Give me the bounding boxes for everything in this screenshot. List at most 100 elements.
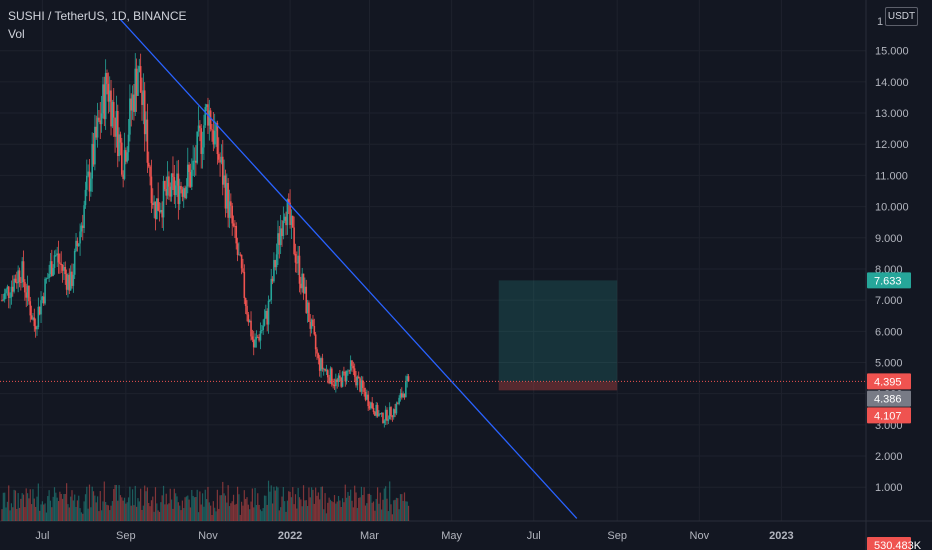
volume-bar xyxy=(282,487,284,521)
candle-body xyxy=(269,299,271,301)
volume-bar xyxy=(347,492,349,521)
candle-body xyxy=(266,310,268,325)
x-tick-label: Jul xyxy=(35,530,49,542)
volume-bar xyxy=(29,489,31,521)
candle-body xyxy=(42,296,45,304)
x-tick-label: Sep xyxy=(116,530,136,542)
candle-body xyxy=(270,278,273,300)
candle-body xyxy=(87,171,89,176)
x-tick-label: May xyxy=(441,530,462,542)
candle-body xyxy=(352,365,355,369)
candle-body xyxy=(261,330,263,332)
candle-body xyxy=(150,176,153,204)
candle-body xyxy=(395,403,398,414)
volume-bar xyxy=(344,484,346,521)
candle-body xyxy=(141,92,143,105)
candle-body xyxy=(126,152,128,162)
volume-bar xyxy=(84,494,87,521)
volume-bar xyxy=(79,508,81,521)
trendline[interactable] xyxy=(119,19,578,519)
candle-body xyxy=(309,321,312,329)
candle-body xyxy=(76,240,79,247)
volume-bar xyxy=(99,491,101,521)
candle-body xyxy=(191,169,193,187)
volume-bar xyxy=(296,508,298,521)
price-axis-label: 530.483K xyxy=(874,540,922,550)
volume-bar xyxy=(376,487,379,521)
x-tick-label: Jul xyxy=(527,530,541,542)
candle-body xyxy=(283,216,286,221)
candle-body xyxy=(279,228,282,245)
candle-body xyxy=(17,270,19,284)
x-tick-label: Nov xyxy=(690,530,710,542)
y-tick-label: 6.000 xyxy=(875,326,903,338)
volume-bar xyxy=(169,488,171,521)
volume-bar xyxy=(177,502,179,521)
stop-zone[interactable] xyxy=(498,381,618,391)
candle-body xyxy=(380,413,383,415)
candle-body xyxy=(69,271,72,291)
candle-body xyxy=(287,199,290,203)
volume-bar xyxy=(102,501,104,521)
volume-bar xyxy=(172,508,174,521)
candle-body xyxy=(387,419,390,421)
candle-body xyxy=(340,377,343,387)
candle-body xyxy=(344,371,347,382)
volume-bar xyxy=(385,486,387,521)
candle-body xyxy=(251,336,254,340)
profit-zone[interactable] xyxy=(498,280,618,382)
volume-bar xyxy=(270,485,272,521)
currency-button[interactable]: USDT xyxy=(885,7,918,26)
volume-bar xyxy=(339,500,341,521)
candle-body xyxy=(359,378,361,392)
volume-bar xyxy=(91,486,93,521)
candle-body xyxy=(242,268,244,272)
volume-bar xyxy=(47,496,49,521)
candle-body xyxy=(391,416,394,418)
volume-bar xyxy=(130,505,132,521)
volume-bar xyxy=(383,488,385,521)
volume-bar xyxy=(168,503,170,521)
candle-body xyxy=(53,255,56,268)
candle-body xyxy=(216,123,219,155)
candle-body xyxy=(36,327,38,330)
candle-body xyxy=(277,233,279,255)
candle-body xyxy=(301,273,303,289)
candle-body xyxy=(169,186,172,197)
volume-bar xyxy=(43,504,45,521)
volume-bar xyxy=(72,500,74,521)
volume-bar xyxy=(405,501,407,521)
candle-body xyxy=(6,286,9,290)
volume-bar xyxy=(319,499,321,521)
candle-body xyxy=(196,131,198,163)
x-tick-label: Mar xyxy=(360,530,379,542)
candle-body xyxy=(357,376,360,379)
volume-bar xyxy=(407,505,410,521)
candle-body xyxy=(125,150,127,162)
candle-body xyxy=(336,379,338,382)
candle-body xyxy=(10,286,13,298)
candle-body xyxy=(348,370,351,372)
volume-bar xyxy=(192,495,194,521)
volume-bar xyxy=(154,487,157,521)
candle-body xyxy=(265,310,267,319)
candle-body xyxy=(192,160,194,170)
candle-body xyxy=(98,117,100,121)
volume-bar xyxy=(294,494,297,521)
volume-bar xyxy=(204,489,206,521)
candle-body xyxy=(41,296,44,301)
volume-bar xyxy=(292,487,294,521)
volume-bar xyxy=(301,506,303,521)
volume-bar xyxy=(185,496,188,521)
volume-bar xyxy=(254,488,256,521)
candle-body xyxy=(378,413,380,417)
volume-bar xyxy=(245,498,247,521)
candle-body xyxy=(88,171,91,192)
volume-bar xyxy=(109,510,111,521)
volume-bar xyxy=(127,497,130,521)
volume-bar xyxy=(236,486,239,521)
volume-bar xyxy=(336,501,338,521)
x-tick-label: Nov xyxy=(198,530,218,542)
candle-body xyxy=(250,320,252,337)
